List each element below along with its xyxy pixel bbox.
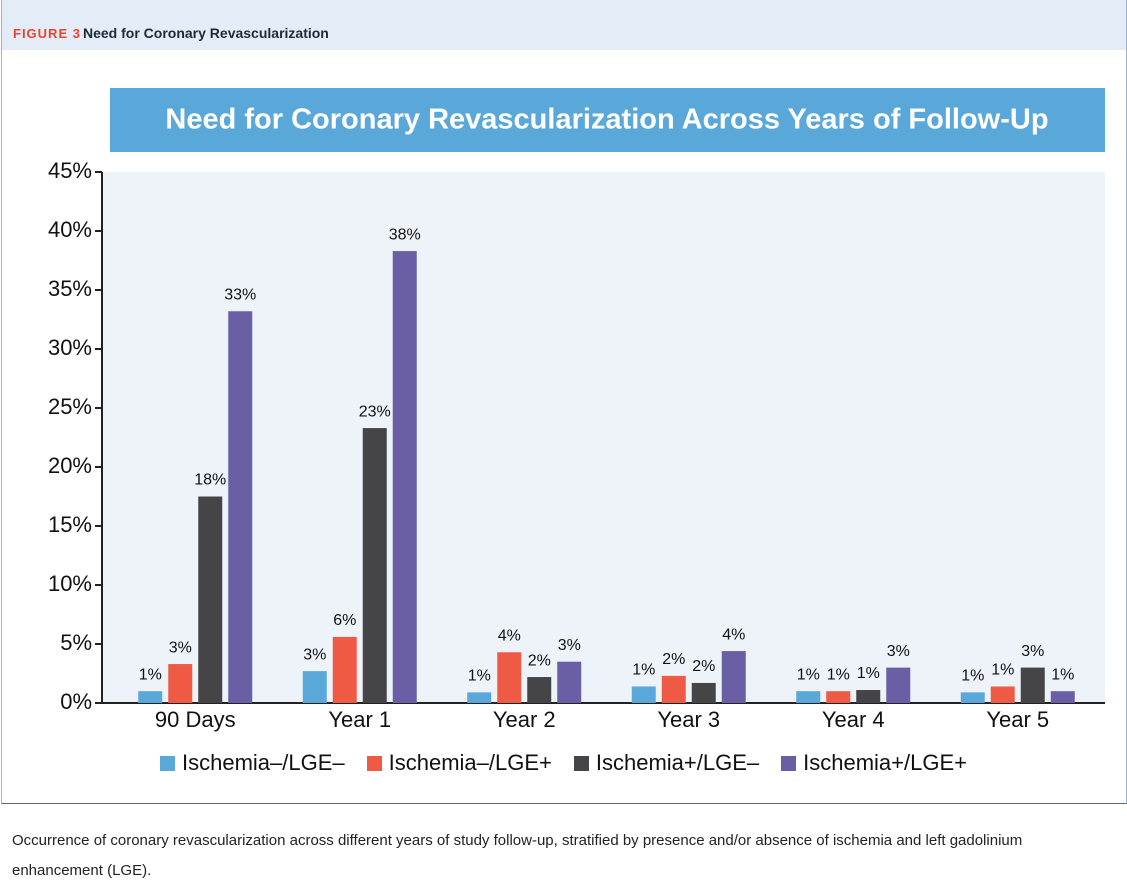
y-tick-label: 45% bbox=[48, 158, 92, 183]
bar bbox=[721, 651, 746, 703]
data-label: 1% bbox=[857, 665, 880, 682]
bar bbox=[198, 496, 223, 703]
bar bbox=[886, 667, 911, 703]
bar bbox=[467, 692, 492, 703]
x-tick-label: 90 Days bbox=[155, 707, 236, 732]
data-label: 4% bbox=[498, 627, 521, 644]
plot-area bbox=[102, 172, 1105, 703]
y-tick-label: 25% bbox=[48, 394, 92, 419]
chart: Need for Coronary Revascularization Acro… bbox=[48, 88, 1105, 732]
figure-header: FIGURE 3 Need for Coronary Revasculariza… bbox=[2, 0, 1126, 50]
data-label: 23% bbox=[359, 403, 391, 420]
data-label: 1% bbox=[468, 668, 491, 685]
bar bbox=[302, 671, 327, 703]
legend-swatch bbox=[573, 755, 589, 771]
x-tick-label: Year 4 bbox=[822, 707, 885, 732]
bar bbox=[1020, 667, 1045, 703]
legend-swatch bbox=[159, 755, 175, 771]
bar bbox=[362, 428, 387, 703]
bar bbox=[497, 652, 522, 703]
legend-swatch bbox=[366, 755, 382, 771]
legend-label: Ischemia–/LGE– bbox=[181, 750, 345, 775]
bar bbox=[332, 636, 357, 703]
data-label: 1% bbox=[961, 668, 984, 685]
data-label: 1% bbox=[1051, 666, 1074, 683]
legend-label: Ischemia+/LGE+ bbox=[803, 750, 967, 775]
data-label: 1% bbox=[797, 666, 820, 683]
data-label: 2% bbox=[692, 658, 715, 675]
y-tick-label: 20% bbox=[48, 453, 92, 478]
data-label: 2% bbox=[662, 651, 685, 668]
legend-item: Ischemia–/LGE+ bbox=[366, 750, 552, 776]
legend-item: Ischemia+/LGE– bbox=[573, 750, 760, 776]
data-label: 1% bbox=[139, 666, 162, 683]
bar bbox=[1050, 691, 1075, 703]
bar bbox=[826, 691, 851, 703]
legend-label: Ischemia+/LGE– bbox=[595, 750, 760, 775]
data-label: 3% bbox=[1021, 643, 1044, 660]
data-label: 6% bbox=[333, 612, 356, 629]
figure-label: FIGURE 3 bbox=[13, 26, 81, 41]
bar bbox=[392, 251, 417, 703]
legend-swatch bbox=[781, 755, 797, 771]
bar bbox=[138, 691, 163, 703]
bar bbox=[960, 692, 985, 703]
bar bbox=[990, 686, 1015, 703]
data-label: 38% bbox=[389, 226, 421, 243]
y-tick-label: 30% bbox=[48, 335, 92, 360]
data-label: 33% bbox=[224, 286, 256, 303]
figure-title: Need for Coronary Revascularization bbox=[83, 25, 329, 41]
data-label: 3% bbox=[558, 637, 581, 654]
x-tick-label: Year 3 bbox=[657, 707, 720, 732]
figure-caption: Occurrence of coronary revascularization… bbox=[12, 832, 1023, 879]
x-tick-label: Year 2 bbox=[493, 707, 556, 732]
legend-item: Ischemia+/LGE+ bbox=[781, 750, 967, 776]
y-tick-label: 35% bbox=[48, 276, 92, 301]
legend: Ischemia–/LGE– Ischemia–/LGE+ Ischemia+/LG… bbox=[0, 750, 1127, 776]
data-label: 2% bbox=[528, 652, 551, 669]
data-label: 1% bbox=[632, 662, 655, 679]
data-label: 18% bbox=[194, 472, 226, 489]
data-label: 4% bbox=[722, 626, 745, 643]
bar bbox=[691, 682, 716, 703]
y-tick-label: 0% bbox=[60, 689, 92, 714]
x-tick-label: Year 5 bbox=[986, 707, 1049, 732]
y-tick-label: 15% bbox=[48, 512, 92, 537]
data-label: 1% bbox=[827, 666, 850, 683]
y-tick-label: 10% bbox=[48, 571, 92, 596]
data-label: 3% bbox=[887, 643, 910, 660]
y-tick-label: 5% bbox=[60, 630, 92, 655]
bar bbox=[796, 691, 821, 703]
bar bbox=[856, 690, 881, 703]
bar bbox=[557, 661, 582, 703]
y-tick-label: 40% bbox=[48, 217, 92, 242]
title-banner bbox=[110, 88, 1105, 152]
data-label: 3% bbox=[303, 646, 326, 663]
legend-label: Ischemia–/LGE+ bbox=[388, 750, 552, 775]
data-label: 3% bbox=[169, 639, 192, 656]
chart-title: Need for Coronary Revascularization Acro… bbox=[165, 104, 1048, 136]
figure-frame: FIGURE 3 Need for Coronary Revasculariza… bbox=[1, 0, 1127, 804]
legend-item: Ischemia–/LGE– bbox=[159, 750, 345, 776]
data-label: 1% bbox=[991, 662, 1014, 679]
x-tick-label: Year 1 bbox=[328, 707, 391, 732]
bar bbox=[527, 677, 552, 703]
bar bbox=[661, 675, 686, 703]
bar bbox=[228, 311, 253, 703]
bar bbox=[631, 686, 656, 703]
bar bbox=[168, 664, 193, 703]
